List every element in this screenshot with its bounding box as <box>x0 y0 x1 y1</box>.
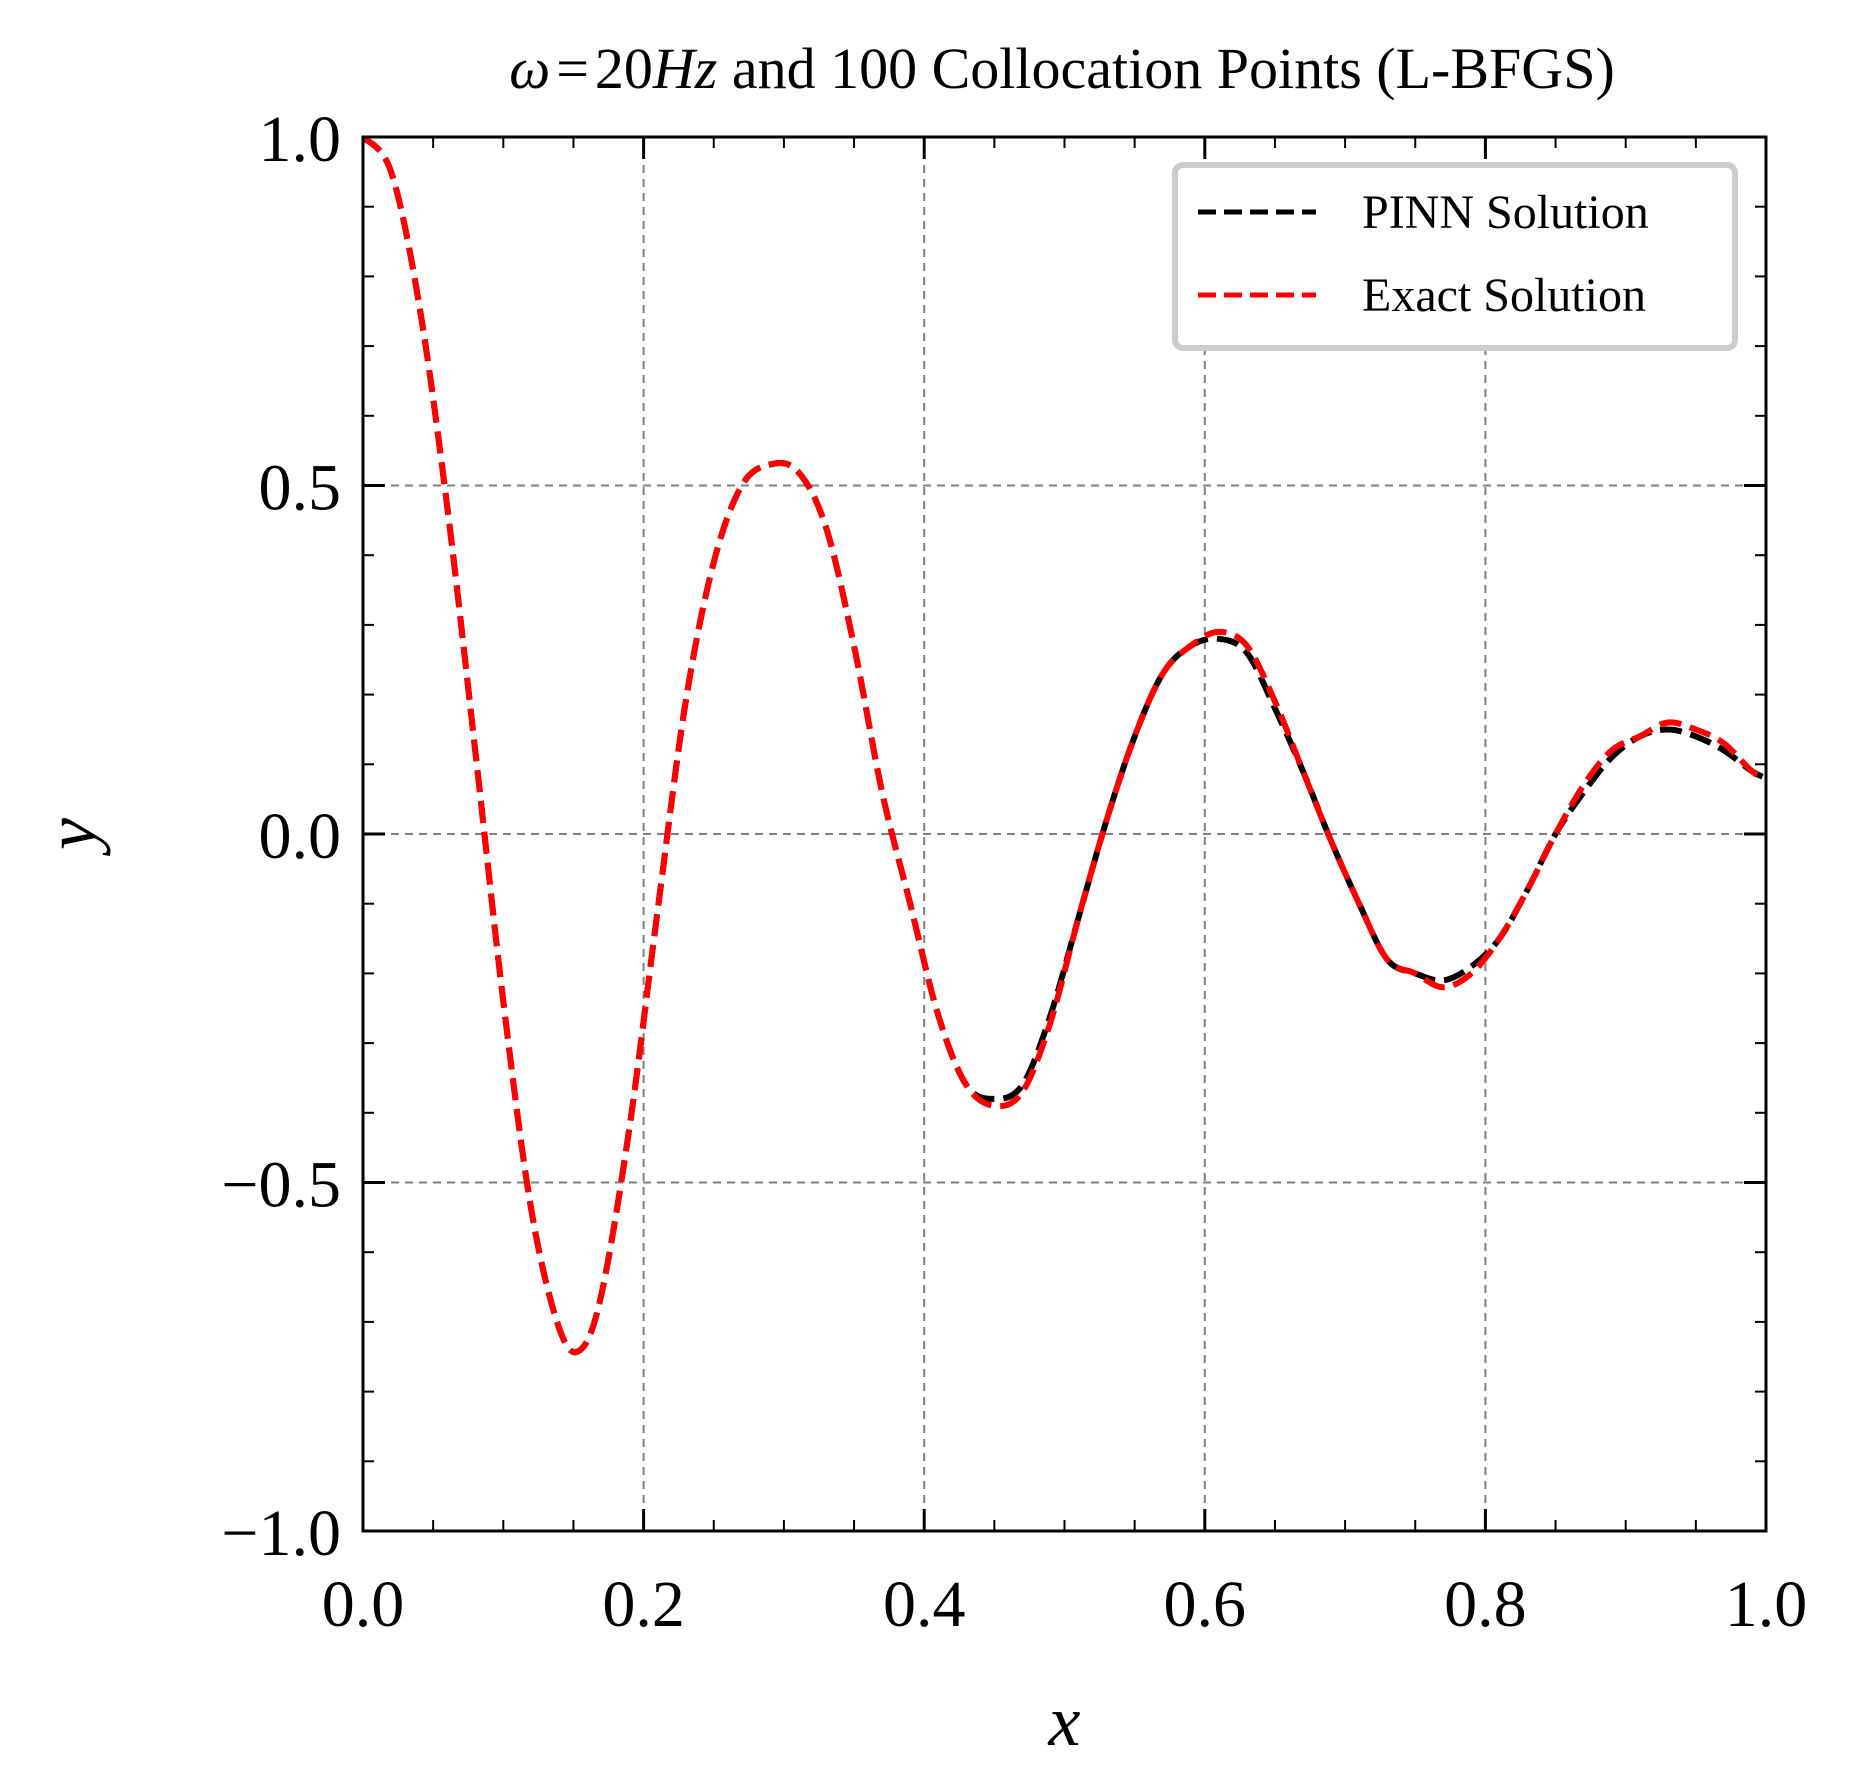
y-tick-label: −0.5 <box>221 1149 341 1222</box>
x-tick-label: 0.2 <box>602 1568 685 1641</box>
title-omega: ω <box>509 36 550 101</box>
y-axis-label: y <box>31 818 111 857</box>
y-tick-label: 1.0 <box>259 103 342 176</box>
plot-frame <box>361 135 1768 1533</box>
chart-title: ω = 20Hz and 100 Collocation Points (L-BFG… <box>509 36 1615 101</box>
tick-labels: 0.0 0.2 0.4 0.6 0.8 1.0 −1.0 −0.5 0.0 0.5 1.0 <box>221 103 1807 1641</box>
x-axis-label: x <box>1048 1681 1081 1761</box>
series-layer <box>363 137 1766 1356</box>
title-rest: and 100 Collocation Points (L-BFGS) <box>717 36 1614 101</box>
legend: PINN Solution Exact Solution <box>1172 162 1738 351</box>
title-equals: = <box>556 36 589 101</box>
y-tick-label: 0.5 <box>259 452 342 525</box>
x-tick-label: 0.0 <box>322 1568 405 1641</box>
title-value: 20 <box>595 36 653 101</box>
x-tick-label: 0.4 <box>883 1568 966 1641</box>
legend-label-pinn: PINN Solution <box>1362 186 1649 239</box>
y-tick-label: 0.0 <box>259 800 342 873</box>
x-tick-label: 0.8 <box>1444 1568 1527 1641</box>
y-tick-label: −1.0 <box>221 1497 341 1570</box>
x-tick-label: 0.6 <box>1164 1568 1247 1641</box>
legend-label-exact: Exact Solution <box>1362 269 1646 322</box>
series-line-exact <box>363 137 1766 1356</box>
grid <box>363 137 1766 1531</box>
x-tick-label: 1.0 <box>1725 1568 1808 1641</box>
title-unit: Hz <box>652 36 717 101</box>
